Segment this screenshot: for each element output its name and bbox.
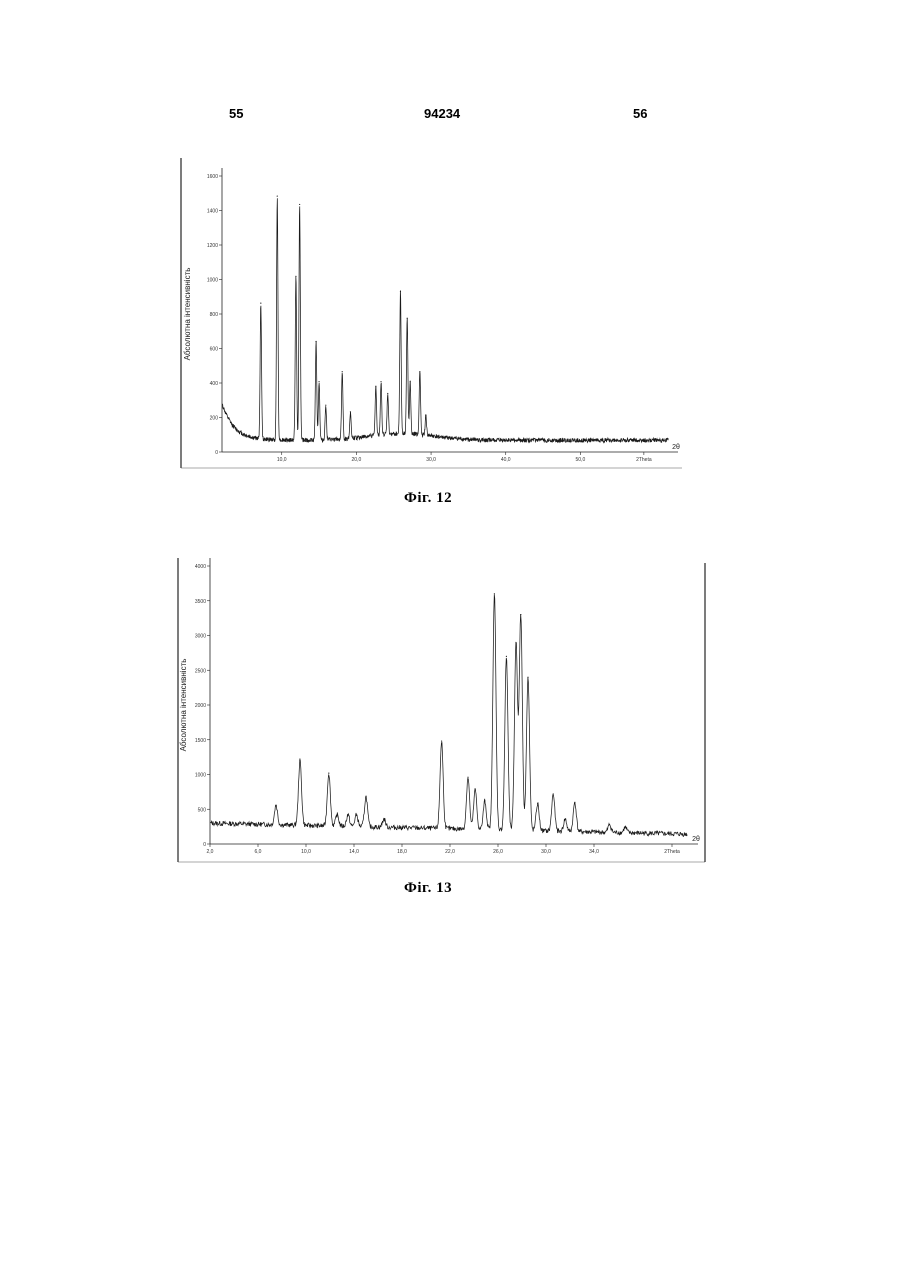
peak-point — [574, 802, 575, 803]
peak-point — [425, 415, 426, 416]
peak-point — [419, 371, 420, 372]
y-tick-label: 800 — [210, 312, 219, 318]
x-tick-label: 2Theta — [664, 849, 680, 855]
diffraction-trace — [222, 198, 668, 442]
y-tick-label: 1500 — [195, 738, 206, 744]
peak-point — [625, 827, 626, 828]
y-tick-label: 0 — [203, 842, 206, 848]
peak-point — [400, 291, 401, 292]
peak-point — [328, 773, 329, 774]
x-tick-label: 2,0 — [207, 849, 214, 855]
y-tick-label: 1600 — [207, 174, 218, 180]
x-axis-label: 2θ — [692, 836, 700, 843]
x-tick-label: 50,0 — [576, 457, 586, 463]
y-tick-label: 4000 — [195, 564, 206, 570]
peak-point — [350, 411, 351, 412]
x-tick-label: 22,0 — [445, 849, 455, 855]
y-tick-label: 2500 — [195, 668, 206, 674]
y-tick-label: 0 — [215, 450, 218, 456]
x-tick-label: 10,0 — [277, 457, 287, 463]
x-tick-label: 30,0 — [426, 457, 436, 463]
y-axis-label: Абсолютна інтенсивність — [179, 659, 188, 752]
peak-point — [515, 642, 516, 643]
y-tick-label: 1000 — [195, 773, 206, 779]
y-axis-label: Абсолютна інтенсивність — [183, 268, 192, 361]
figure-caption-12: Фіг. 12 — [404, 490, 452, 507]
y-tick-label: 400 — [210, 381, 219, 387]
peak-point — [337, 814, 338, 815]
peak-point — [315, 341, 316, 342]
peak-point — [275, 804, 276, 805]
peak-point — [299, 204, 300, 205]
peak-point — [342, 371, 343, 372]
peak-point — [260, 303, 261, 304]
peak-point — [356, 814, 357, 815]
peak-point — [527, 677, 528, 678]
peak-point — [565, 818, 566, 819]
x-tick-label: 30,0 — [541, 849, 551, 855]
peak-point — [609, 824, 610, 825]
peak-point — [537, 803, 538, 804]
peak-point — [277, 195, 278, 196]
x-tick-label: 2Theta — [636, 457, 652, 463]
peak-point — [347, 814, 348, 815]
page-number-left: 55 — [229, 106, 243, 121]
peak-point — [494, 593, 495, 594]
y-tick-label: 200 — [210, 416, 219, 422]
x-tick-label: 14,0 — [349, 849, 359, 855]
peak-point — [484, 800, 485, 801]
y-tick-label: 1200 — [207, 243, 218, 249]
peak-point — [467, 777, 468, 778]
peak-point — [299, 760, 300, 761]
page-number-right: 56 — [633, 106, 647, 121]
y-tick-label: 3500 — [195, 599, 206, 605]
y-tick-label: 1400 — [207, 209, 218, 215]
peak-point — [520, 614, 521, 615]
peak-point — [475, 789, 476, 790]
peak-point — [553, 793, 554, 794]
peak-point — [383, 818, 384, 819]
y-tick-label: 600 — [210, 347, 219, 353]
x-tick-label: 40,0 — [501, 457, 511, 463]
peak-point — [325, 405, 326, 406]
x-tick-label: 10,0 — [301, 849, 311, 855]
y-tick-label: 1000 — [207, 278, 218, 284]
peak-point — [295, 276, 296, 277]
peak-point — [441, 741, 442, 742]
y-tick-label: 3000 — [195, 634, 206, 640]
peak-point — [410, 381, 411, 382]
peak-point — [318, 381, 319, 382]
peak-point — [365, 796, 366, 797]
x-axis-label: 2θ — [672, 444, 680, 451]
peak-point — [506, 656, 507, 657]
x-tick-label: 6,0 — [255, 849, 262, 855]
y-tick-label: 2000 — [195, 703, 206, 709]
diffraction-trace — [211, 594, 688, 836]
x-tick-label: 26,0 — [493, 849, 503, 855]
peak-point — [387, 393, 388, 394]
x-tick-label: 18,0 — [397, 849, 407, 855]
x-tick-label: 34,0 — [589, 849, 599, 855]
figure-caption-13: Фіг. 13 — [404, 880, 452, 897]
y-tick-label: 500 — [198, 807, 207, 813]
peak-point — [407, 318, 408, 319]
x-tick-label: 20,0 — [352, 457, 362, 463]
document-number: 94234 — [424, 106, 460, 121]
peak-point — [380, 381, 381, 382]
peak-point — [375, 386, 376, 387]
